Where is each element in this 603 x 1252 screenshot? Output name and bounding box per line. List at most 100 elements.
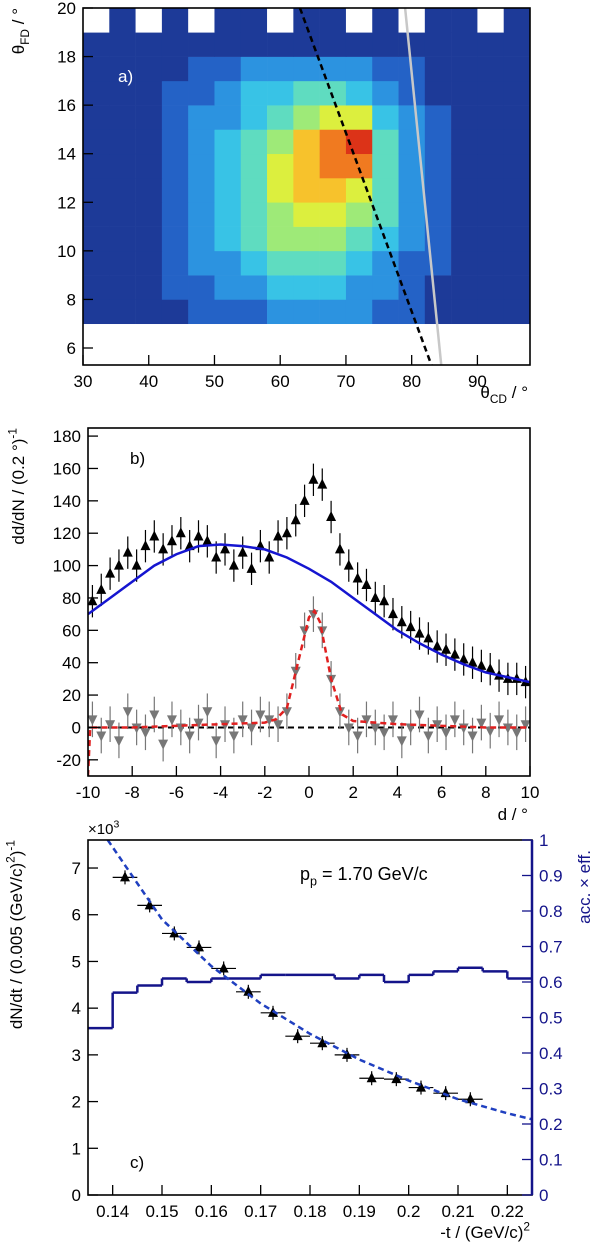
marker [343, 723, 354, 734]
x-tick-label: 0 [304, 783, 313, 802]
marker [158, 543, 169, 554]
marker [423, 632, 434, 643]
heat-cell [477, 32, 505, 57]
y-tick-label: 180 [53, 427, 81, 446]
x-tick-label: 0.21 [441, 1202, 474, 1221]
heat-cell [398, 32, 426, 57]
heat-cell [161, 275, 189, 300]
heat-cell [451, 80, 478, 106]
y-multiplier-part: 3 [113, 818, 119, 830]
marker [96, 583, 107, 594]
heat-cell [451, 129, 478, 155]
heat-cell [319, 178, 347, 203]
heat-cell [293, 32, 320, 57]
heat-cell [188, 129, 215, 155]
heat-cell [214, 129, 242, 155]
heat-cell [503, 80, 530, 106]
panel-label: b) [130, 449, 145, 468]
heat-cell [451, 250, 478, 276]
x-tick-label: -10 [76, 783, 101, 802]
heat-cell [214, 178, 242, 203]
heat-cell [109, 299, 136, 325]
heat-cell [424, 129, 452, 155]
marker [193, 530, 204, 541]
x-tick-label: 0.16 [195, 1202, 228, 1221]
heat-cell [424, 32, 452, 57]
marker [391, 1073, 402, 1084]
plot-area [88, 840, 532, 1121]
heat-cell [267, 202, 294, 227]
heat-cell [161, 202, 189, 227]
heat-cell [109, 56, 136, 82]
heat-cell [293, 202, 320, 227]
heat-cell [398, 178, 426, 203]
heat-cell [345, 56, 373, 82]
heat-cell [345, 250, 373, 276]
heat-cell [188, 250, 215, 276]
x-tick-label: 0.2 [397, 1202, 421, 1221]
marker [485, 663, 496, 674]
heat-cell [214, 80, 242, 106]
heat-cell [214, 153, 242, 179]
x-tick-label: 4 [393, 783, 402, 802]
marker [202, 707, 213, 718]
y2-tick-label: 1 [539, 831, 548, 850]
marker [264, 551, 275, 562]
marker [432, 720, 443, 731]
heat-cell [83, 153, 110, 179]
heat-cell [83, 129, 110, 155]
heat-cell [109, 32, 136, 57]
heat-cell [345, 153, 373, 179]
heat-cell [109, 250, 136, 276]
y2-axis-label-part: acc. × eff. [575, 850, 594, 924]
heat-cell [503, 32, 530, 57]
heat-cell [398, 226, 426, 252]
heat-cell [345, 202, 373, 227]
frame [82, 7, 531, 366]
x-axis-label-part: CD [490, 392, 508, 406]
heat-cell [135, 250, 163, 276]
x-tick-label: 8 [481, 783, 490, 802]
marker [502, 723, 513, 734]
y-tick-label: 140 [53, 492, 81, 511]
heat-cell [477, 80, 505, 106]
y-tick-label: 0 [72, 1186, 81, 1205]
y-tick-label: 120 [53, 524, 81, 543]
heat-cell [188, 105, 215, 130]
y-tick-label: 3 [72, 1046, 81, 1065]
y-tick-label: 20 [62, 686, 81, 705]
marker [184, 731, 195, 742]
heat-cell [83, 250, 110, 276]
heat-cell [109, 129, 136, 155]
y-axis-label-part: θ [9, 45, 28, 54]
heat-cell [451, 226, 478, 252]
y-tick-label: 8 [67, 290, 76, 309]
marker [292, 1030, 303, 1041]
y-tick-label: 20 [57, 0, 76, 18]
heat-cell [188, 275, 215, 300]
heat-cell [267, 178, 294, 203]
marker [414, 627, 425, 638]
heat-cell [83, 105, 110, 130]
heat-cell [503, 250, 530, 276]
heat-cell [319, 202, 347, 227]
heat-cell [477, 178, 505, 203]
marker [334, 707, 345, 718]
heat-cell [477, 105, 505, 130]
annotation: pp = 1.70 GeV/c [300, 864, 428, 888]
marker [149, 710, 160, 721]
marker [228, 731, 239, 742]
heat-cell [345, 80, 373, 106]
marker [326, 511, 337, 522]
y2-axis-label: acc. × eff. [575, 850, 594, 924]
x-tick-label: 10 [521, 783, 540, 802]
heat-cell [319, 80, 347, 106]
heat-cell [214, 275, 242, 300]
x-axis-label-part: d / ° [498, 805, 528, 824]
marker [220, 543, 231, 554]
marker [140, 728, 151, 739]
marker [255, 710, 266, 721]
x-tick-label: -6 [169, 783, 184, 802]
heat-cell [188, 299, 215, 325]
y-tick-label: 6 [72, 906, 81, 925]
